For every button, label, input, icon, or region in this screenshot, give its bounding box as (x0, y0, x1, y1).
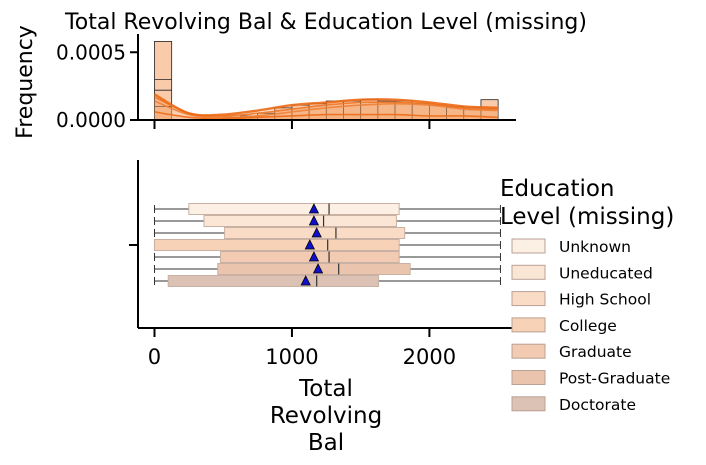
box-x-tick-label: 0 (148, 345, 161, 369)
kde-area-uneducated (154, 96, 499, 120)
box-unknown (188, 203, 400, 215)
legend-label: High School (559, 291, 651, 309)
mean-marker-graduate (308, 251, 320, 262)
legend-swatch (511, 317, 546, 333)
legend-swatch (511, 291, 546, 307)
legend-title-line-1: Education (500, 176, 615, 202)
legend-label: College (559, 317, 617, 335)
boxplot-panel: 0 1000 2000 (129, 160, 516, 369)
box-post-graduate (217, 263, 411, 275)
x-axis-label-line-2: Revolving (270, 403, 382, 429)
mean-marker-college (304, 239, 315, 250)
legend-label: Graduate (559, 343, 632, 361)
kde-line-unknown (154, 100, 499, 119)
box-x-tick-label: 1000 (265, 345, 318, 369)
kde-line-doctorate (154, 111, 499, 120)
legend-swatch (511, 238, 546, 254)
box-college (153, 239, 400, 251)
box-x-tick-label: 2000 (403, 345, 456, 369)
legend-title-line-2: Level (missing) (500, 204, 674, 230)
legend-swatch (511, 370, 546, 385)
hist-y-tick-label: 0.0005 (56, 40, 126, 64)
legend-label: Unknown (559, 238, 631, 256)
x-axis-label-line-1: Total (298, 376, 353, 402)
histogram-y-axis-label: Frequency (13, 25, 38, 139)
box-graduate (219, 251, 400, 263)
histogram-panel: 0.0000 0.0005 (56, 34, 516, 132)
box-doctorate (167, 275, 380, 287)
mean-marker-uneducated (308, 215, 320, 226)
x-axis-label-line-3: Bal (308, 430, 344, 456)
legend-label: Post-Graduate (559, 370, 670, 388)
legend-swatch (511, 264, 546, 280)
mean-marker-doctorate (300, 275, 311, 286)
legend-label: Uneducated (559, 264, 653, 282)
legend-swatch (511, 396, 546, 412)
box-uneducated (203, 215, 397, 227)
kde-area-doctorate (154, 111, 499, 120)
legend-label: Doctorate (559, 396, 636, 414)
kde-line-graduate (153, 93, 499, 117)
mean-marker-post-graduate (312, 263, 324, 274)
chart-title: Total Revolving Bal & Education Level (m… (64, 10, 587, 35)
legend-swatch (511, 343, 546, 359)
mean-marker-high-school (311, 227, 322, 238)
mean-marker-unknown (308, 203, 320, 214)
hist-y-tick-label: 0.0000 (56, 108, 126, 132)
